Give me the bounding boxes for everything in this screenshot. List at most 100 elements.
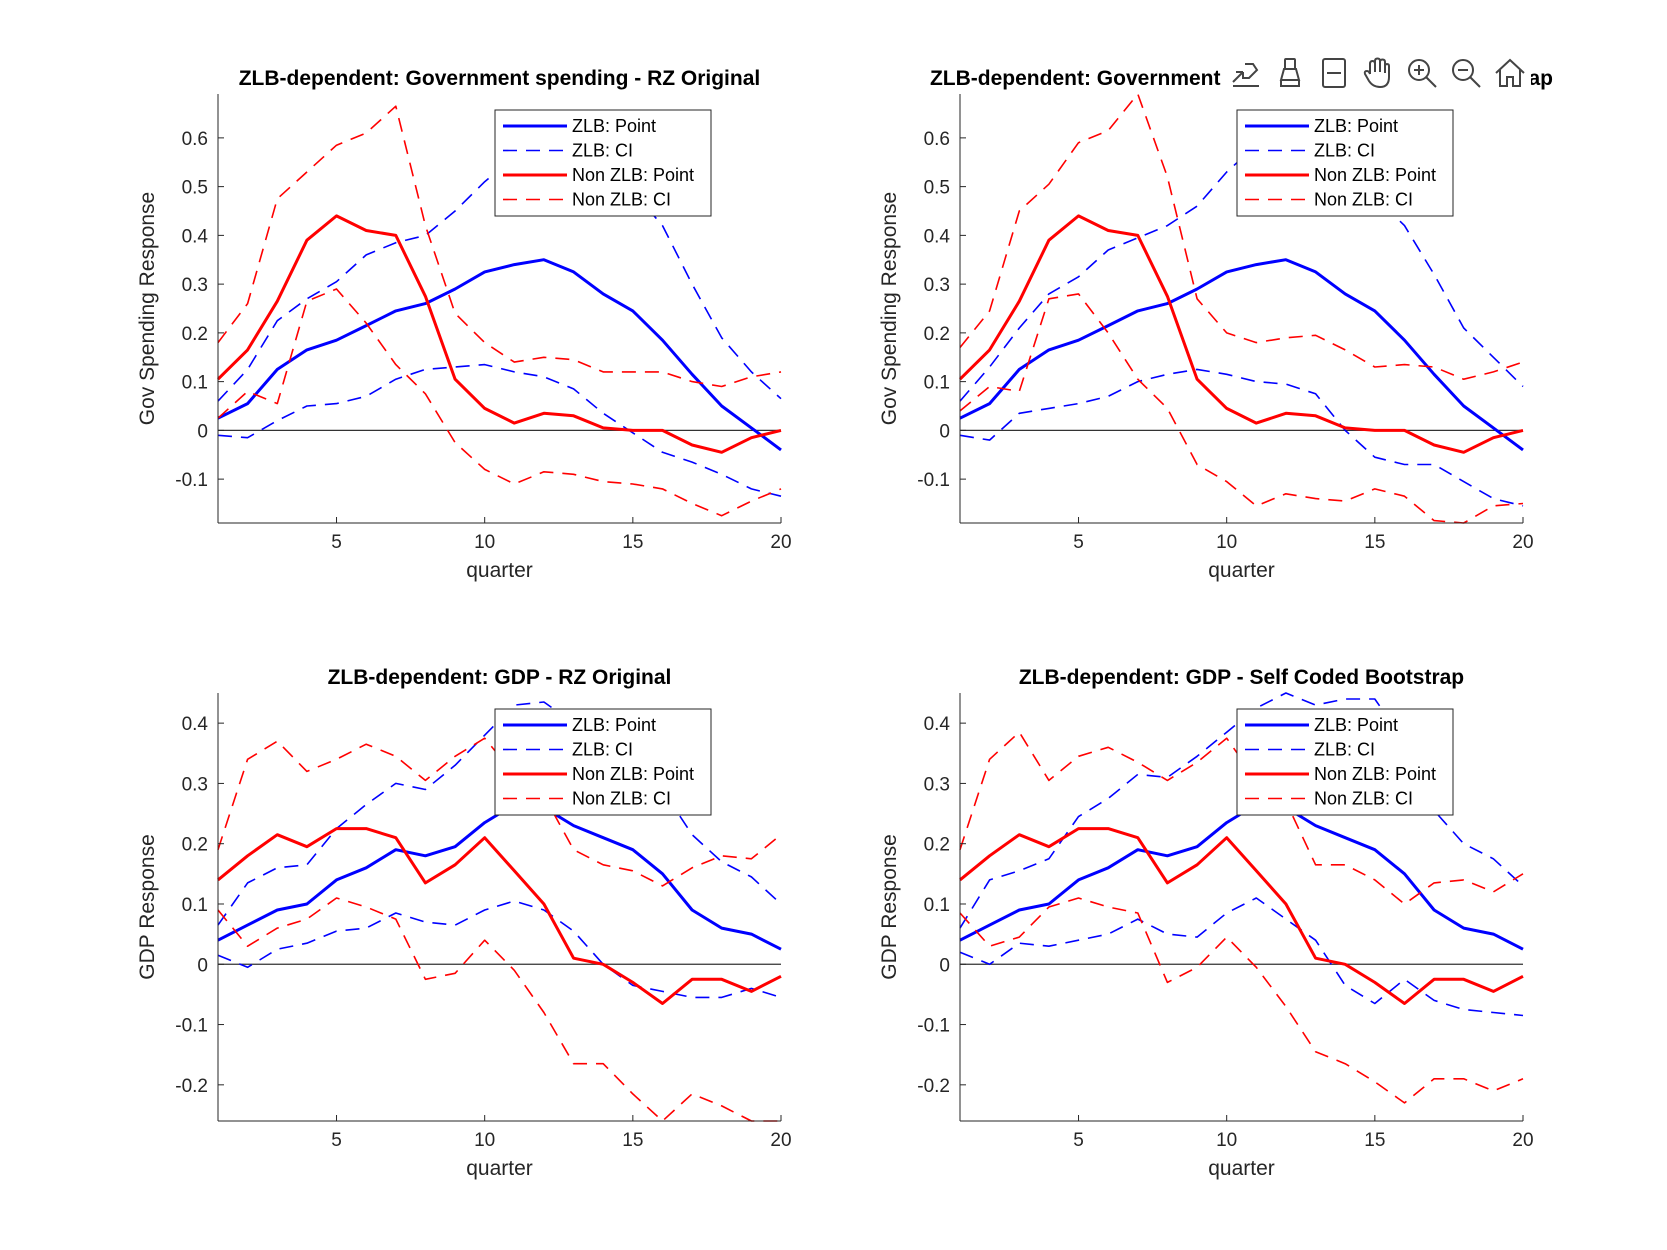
y-tick-label: 0: [197, 421, 208, 442]
y-tick-label: 0.1: [182, 373, 208, 394]
y-tick-label: 0.2: [924, 835, 950, 856]
x-tick-label: 5: [331, 532, 342, 553]
legend: ZLB: Point ZLB: CI Non ZLB: Point Non ZLB: …: [1236, 109, 1454, 217]
legend-label: Non ZLB: Point: [1314, 165, 1436, 185]
x-tick-label: 10: [1216, 532, 1237, 553]
y-tick-label: 0: [939, 421, 950, 442]
y-axis-label: GDP Response: [136, 834, 159, 980]
y-tick-label: -0.2: [917, 1076, 950, 1097]
series-zlb-ci-lower: [959, 368, 1524, 507]
y-tick-label: 0.1: [924, 373, 950, 394]
series-non-zlb-point: [216, 214, 782, 454]
y-tick-label: -0.1: [917, 1016, 950, 1037]
legend-label: Non ZLB: CI: [572, 190, 671, 210]
legend: ZLB: Point ZLB: CI Non ZLB: Point Non ZLB: …: [494, 708, 712, 816]
x-tick-label: 10: [474, 1130, 495, 1151]
y-tick-label: 0: [939, 955, 950, 976]
x-tick-label: 15: [1364, 532, 1385, 553]
y-tick-label: 0.6: [924, 129, 950, 150]
y-tick-label: 0.5: [182, 178, 208, 199]
legend-label: ZLB: CI: [1314, 740, 1375, 760]
x-tick-label: 5: [331, 1130, 342, 1151]
chart-panel-4: ZLB-dependent: GDP - Self Coded Bootstra…: [878, 666, 1534, 1180]
y-tick-label: 0.3: [182, 275, 208, 296]
y-tick-label: 0.3: [924, 275, 950, 296]
x-tick-label: 20: [770, 1130, 791, 1151]
x-tick-label: 15: [1364, 1130, 1385, 1151]
y-tick-label: 0.1: [924, 895, 950, 916]
series-zlb-point: [217, 803, 782, 951]
y-tick-label: 0.3: [924, 774, 950, 795]
chart-title: ZLB-dependent: Government spending - RZ …: [239, 67, 761, 90]
series-non-zlb-ci-upper: [959, 93, 1524, 381]
series-zlb-ci-upper: [217, 701, 782, 926]
legend-box: [494, 109, 712, 217]
legend-label: ZLB: CI: [572, 740, 633, 760]
series-non-zlb-ci-lower: [217, 288, 782, 517]
y-axis-label: Gov Spending Response: [878, 192, 901, 426]
y-tick-label: 0.4: [182, 714, 209, 735]
pan-icon[interactable]: [1359, 54, 1397, 92]
legend-label: ZLB: CI: [1314, 141, 1375, 161]
data-tips-icon[interactable]: [1315, 54, 1353, 92]
chart-panel-1: ZLB-dependent: Government spending - RZ …: [136, 67, 792, 582]
chart-title: ZLB-dependent: GDP - RZ Original: [328, 666, 672, 689]
legend-box: [1236, 708, 1454, 816]
legend-label: Non ZLB: CI: [1314, 190, 1413, 210]
x-tick-label: 15: [622, 1130, 643, 1151]
legend-label: ZLB: Point: [572, 715, 656, 735]
y-tick-label: 0.2: [182, 324, 208, 345]
y-tick-label: 0.4: [182, 226, 209, 247]
series-non-zlb-point: [958, 214, 1524, 454]
legend-label: ZLB: CI: [572, 141, 633, 161]
legend-label: ZLB: Point: [1314, 715, 1398, 735]
x-tick-label: 20: [770, 532, 791, 553]
y-tick-label: 0.3: [182, 774, 208, 795]
legend-label: Non ZLB: Point: [572, 165, 694, 185]
y-tick-label: -0.2: [175, 1076, 208, 1097]
chart-panel-2: ZLB-dependent: Government spending - Sel…: [878, 67, 1553, 582]
series-non-zlb-ci-lower: [217, 897, 781, 1122]
legend-label: Non ZLB: CI: [572, 789, 671, 809]
y-tick-label: 0.1: [182, 895, 208, 916]
series-zlb-ci-lower: [959, 897, 1524, 1017]
x-axis-label: quarter: [466, 1157, 533, 1180]
x-tick-label: 15: [622, 532, 643, 553]
y-tick-label: -0.1: [175, 1016, 208, 1037]
y-tick-label: -0.1: [917, 470, 950, 491]
y-tick-label: 0.4: [924, 226, 951, 247]
y-axis-label: GDP Response: [878, 834, 901, 980]
home-icon[interactable]: [1491, 54, 1529, 92]
legend-label: ZLB: Point: [572, 116, 656, 136]
chart-title: ZLB-dependent: GDP - Self Coded Bootstra…: [1019, 666, 1464, 689]
legend-label: ZLB: Point: [1314, 116, 1398, 136]
y-tick-label: 0: [197, 955, 208, 976]
series-non-zlb-ci-lower: [959, 897, 1524, 1104]
y-tick-label: 0.5: [924, 178, 950, 199]
legend-label: Non ZLB: Point: [572, 764, 694, 784]
series-zlb-point: [959, 803, 1524, 951]
series-zlb-ci-lower: [217, 900, 782, 999]
zoom-out-icon[interactable]: [1447, 54, 1485, 92]
series-non-zlb-ci-upper: [217, 105, 782, 388]
legend: ZLB: Point ZLB: CI Non ZLB: Point Non ZLB: …: [494, 109, 712, 217]
series-zlb-ci-lower: [217, 363, 782, 497]
brush-icon[interactable]: [1271, 54, 1309, 92]
x-tick-label: 20: [1512, 532, 1533, 553]
series-zlb-point: [959, 258, 1524, 452]
y-tick-label: 0.2: [182, 835, 208, 856]
legend-label: Non ZLB: Point: [1314, 764, 1436, 784]
legend: ZLB: Point ZLB: CI Non ZLB: Point Non ZLB: …: [1236, 708, 1454, 816]
chart-panel-3: ZLB-dependent: GDP - RZ Original 5 10 15 20 -…: [136, 666, 792, 1180]
zoom-in-icon[interactable]: [1403, 54, 1441, 92]
x-axis-label: quarter: [1208, 1157, 1275, 1180]
series-non-zlb-point: [959, 827, 1524, 1005]
series-zlb-point: [217, 258, 782, 452]
y-tick-label: 0.4: [924, 714, 951, 735]
y-tick-label: 0.2: [924, 324, 950, 345]
legend-label: Non ZLB: CI: [1314, 789, 1413, 809]
export-icon[interactable]: [1227, 54, 1265, 92]
legend-box: [1236, 109, 1454, 217]
y-tick-label: 0.6: [182, 129, 208, 150]
